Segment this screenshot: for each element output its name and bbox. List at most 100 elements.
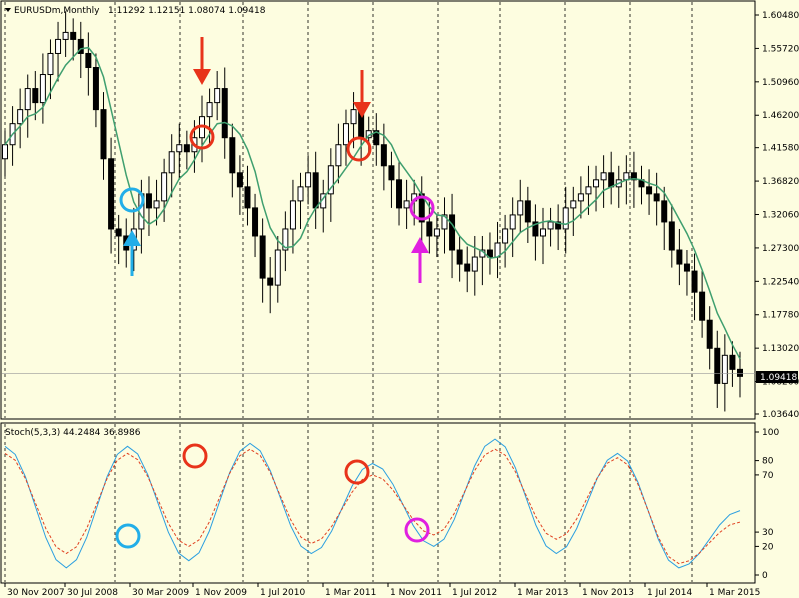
candle-body <box>153 200 160 209</box>
blue-up-arrow-icon <box>123 230 141 246</box>
time-tick-label: 1 Mar 2013 <box>517 588 568 598</box>
candle-body <box>252 207 259 237</box>
price-tick-label: 1.13020 <box>762 344 799 354</box>
time-tick-label: 1 Jul 2014 <box>647 588 692 598</box>
candle-body <box>539 228 546 237</box>
time-tick-label: 1 Nov 2009 <box>195 588 247 598</box>
candle-body <box>714 347 721 384</box>
price-tick-label: 1.27300 <box>762 244 799 254</box>
candle-body <box>653 193 660 202</box>
grid-lines <box>4 2 693 582</box>
candle-body <box>547 221 554 230</box>
candle-body <box>737 368 743 377</box>
candle-body <box>32 88 39 104</box>
symbol-title: EURUSDm,Monthly <box>14 6 100 16</box>
time-tick-label: 1 Jul 2010 <box>260 588 305 598</box>
candle-body <box>229 137 236 174</box>
price-tick-label: 1.22540 <box>762 277 799 287</box>
stoch-title: Stoch(5,3,3) 44.2484 36.8986 <box>5 428 141 438</box>
candle-body <box>176 144 183 153</box>
candle-body <box>388 165 395 181</box>
time-tick-label: 1 Jul 2012 <box>452 588 497 598</box>
candle-body <box>600 172 607 181</box>
candle-body <box>161 172 168 202</box>
candle-body <box>85 52 92 69</box>
stoch-tick-label: 30 <box>762 528 774 538</box>
candle-body <box>403 200 410 209</box>
candle-body <box>509 214 516 230</box>
candle-body <box>623 172 630 181</box>
price-tick-label: 1.41580 <box>762 144 799 154</box>
red-marker-circle <box>189 124 215 150</box>
candle-body <box>168 151 175 174</box>
candle-body <box>585 186 592 195</box>
candle-body <box>92 67 99 111</box>
candle-body <box>183 144 190 153</box>
candle-body <box>729 354 736 370</box>
candle-body <box>100 109 107 160</box>
candle-body <box>464 263 471 272</box>
stoch-blue-marker-circle <box>115 523 141 549</box>
price-tick-label: 1.36820 <box>762 177 799 187</box>
moving-average-line <box>4 46 741 360</box>
candle-body <box>55 38 62 54</box>
time-tick-label: 30 Jul 2008 <box>67 588 118 598</box>
candle-body <box>721 354 728 384</box>
stoch-tick-label: 20 <box>762 542 774 552</box>
stoch-magenta-marker-circle <box>404 517 430 543</box>
blue-marker-circle <box>119 187 145 213</box>
candle-body <box>108 158 115 230</box>
price-tick-label: 1.60480 <box>762 11 799 21</box>
stoch-red-marker-circle <box>344 459 370 485</box>
candle-body <box>77 38 84 54</box>
candle-body <box>145 193 152 209</box>
candle-body <box>289 200 296 230</box>
time-tick-label: 1 Nov 2011 <box>390 588 442 598</box>
candle-body <box>661 200 668 223</box>
candle-body <box>676 249 683 265</box>
candle-body <box>486 249 493 258</box>
candle-body <box>206 102 213 118</box>
main-panel <box>0 0 756 420</box>
candle-body <box>502 228 509 244</box>
candle-body <box>62 31 69 40</box>
red-marker-circle <box>346 136 372 162</box>
price-tick-label: 1.50960 <box>762 78 799 88</box>
candle-body <box>297 186 304 202</box>
red-down-arrow-icon <box>353 102 371 118</box>
candle-body <box>524 200 531 223</box>
stoch-red-marker-circle <box>182 443 208 469</box>
price-tick-label: 1.03640 <box>762 410 799 420</box>
candle-body <box>517 200 524 216</box>
candle-body <box>24 88 31 111</box>
candle-body <box>570 200 577 209</box>
ohlc-readout: 1.11292 1.12151 1.08074 1.09418 <box>108 6 266 16</box>
candle-body <box>70 31 77 40</box>
candle-body <box>274 249 281 286</box>
candle-body <box>555 221 562 230</box>
stoch-axis: 100 80 70 30 20 0 <box>755 428 779 581</box>
candle-body <box>2 144 8 160</box>
stoch-signal-line <box>4 448 741 565</box>
time-axis: 30 Nov 2007 30 Jul 2008 30 Mar 2009 1 Nov 2… <box>4 583 760 598</box>
candle-body <box>608 172 615 188</box>
candle-body <box>441 214 448 230</box>
stoch-tick-label: 0 <box>762 571 768 581</box>
stoch-tick-label: 100 <box>762 428 779 438</box>
stoch-tick-label: 80 <box>762 457 774 467</box>
candle-body <box>380 144 387 167</box>
magenta-up-arrow-icon <box>411 237 429 253</box>
current-price-box <box>756 371 798 383</box>
candle-body <box>699 291 706 321</box>
price-tick-label: 1.55720 <box>762 44 799 54</box>
chart-menu-icon[interactable] <box>5 8 11 12</box>
candle-body <box>630 172 637 181</box>
candle-body <box>532 221 539 237</box>
candle-body <box>342 123 349 146</box>
candle-body <box>350 109 357 125</box>
candle-body <box>236 172 243 188</box>
candle-body <box>426 221 433 237</box>
time-tick-label: 1 Mar 2015 <box>709 588 760 598</box>
